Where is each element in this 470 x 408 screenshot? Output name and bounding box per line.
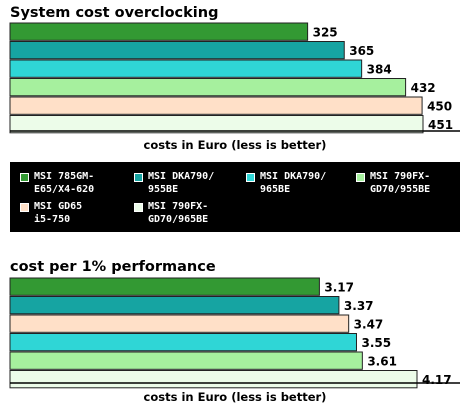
- bar: [9, 333, 357, 352]
- x-axis-label: costs in Euro (less is better): [144, 138, 327, 152]
- bar: [9, 78, 407, 97]
- legend-label: MSI 790FX- GD70/955BE: [370, 171, 431, 195]
- data-label: 4.17: [422, 373, 452, 387]
- legend-label: MSI 785GM- E65/X4-620: [34, 171, 95, 195]
- data-label: 3.17: [324, 280, 354, 294]
- bar: [9, 277, 320, 296]
- bar: [9, 22, 309, 41]
- bar: [9, 115, 424, 134]
- data-label: 450: [427, 99, 452, 113]
- legend-label: MSI DKA790/ 955BE: [148, 171, 215, 195]
- data-label: 384: [367, 62, 392, 76]
- data-label: 432: [411, 81, 436, 95]
- legend-label: MSI DKA790/ 965BE: [260, 171, 327, 195]
- legend-label: MSI GD65 i5-750: [34, 201, 83, 225]
- data-label: 325: [313, 25, 338, 39]
- data-label: 3.55: [361, 336, 391, 350]
- bar: [9, 370, 418, 389]
- x-axis-label: costs in Euro (less is better): [144, 390, 327, 404]
- data-label: 3.37: [344, 299, 374, 313]
- bar: [9, 351, 363, 370]
- legend-swatch: [20, 203, 29, 212]
- legend-swatch: [134, 173, 143, 182]
- chart-title: cost per 1% performance: [10, 259, 216, 275]
- legend-label: MSI 790FX- GD70/965BE: [148, 201, 209, 225]
- data-label: 3.61: [367, 354, 397, 368]
- legend-swatch: [134, 203, 143, 212]
- bar: [9, 96, 423, 115]
- data-label: 451: [428, 118, 453, 132]
- legend-swatch: [246, 173, 255, 182]
- legend: MSI 785GM- E65/X4-620 MSI DKA790/ 955BE MS…: [10, 162, 460, 232]
- legend-swatch: [20, 173, 29, 182]
- bar: [9, 296, 340, 315]
- chart-title: System cost overclocking: [10, 5, 218, 21]
- data-label: 365: [349, 44, 374, 58]
- bar: [9, 59, 363, 78]
- bar: [9, 41, 345, 60]
- data-label: 3.47: [354, 317, 384, 331]
- legend-swatch: [356, 173, 365, 182]
- bar: [9, 314, 350, 333]
